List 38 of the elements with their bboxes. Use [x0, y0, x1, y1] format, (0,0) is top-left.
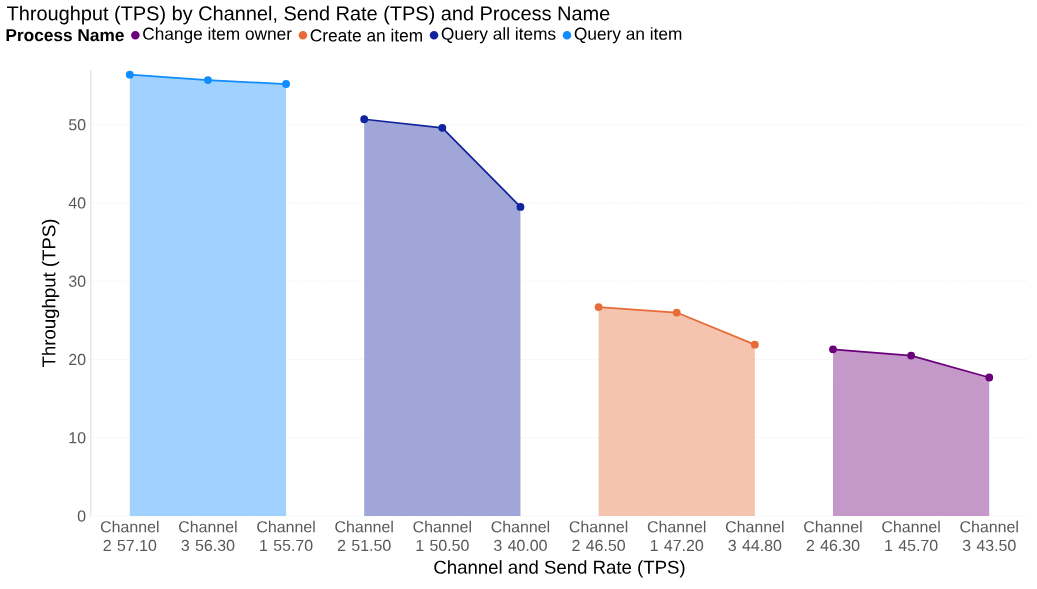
x-tick-label: Channel 3 44.80 [725, 520, 784, 552]
x-tick-label: Channel 2 51.50 [335, 520, 393, 552]
point [672, 308, 681, 317]
x-tick-label: Channel 1 50.50 [413, 520, 471, 552]
y-tick-label: 30 [68, 275, 86, 287]
legend-label: Query all items [441, 27, 556, 44]
x-axis-title: Channel and Send Rate (TPS) [434, 560, 685, 578]
point [594, 303, 603, 311]
point [438, 123, 447, 132]
x-tick-label: Channel 3 43.50 [960, 520, 1018, 552]
x-tick-label: Channel 3 40.00 [491, 520, 550, 552]
point [829, 345, 837, 354]
point [282, 80, 290, 88]
legend-label: Create an item [310, 28, 422, 42]
point [985, 373, 994, 382]
y-tick-label: 10 [69, 432, 86, 444]
x-tick-label: Channel 2 46.30 [804, 520, 862, 552]
point [516, 202, 525, 211]
legend-label: Change item owner [143, 27, 292, 44]
x-tick-label: Channel 2 57.10 [100, 520, 159, 552]
point [907, 351, 916, 360]
x-tick-label: Channel 2 46.50 [569, 520, 628, 552]
y-axis-title: Throughput (TPS) [41, 219, 60, 368]
legend-label: Query an item [574, 27, 682, 44]
x-tick-label: Channel 3 56.30 [179, 520, 237, 552]
y-tick-label: 40 [68, 197, 86, 209]
point [204, 76, 212, 85]
x-tick-label: Channel 1 55.70 [257, 520, 315, 552]
legend-title: Process Name [6, 29, 124, 42]
point [125, 70, 134, 79]
point [360, 115, 369, 124]
x-tick-label: Channel 1 47.20 [647, 520, 706, 552]
y-tick-label: 20 [69, 353, 86, 366]
x-tick-label: Channel 1 45.70 [882, 520, 940, 552]
y-tick-label: 50 [68, 119, 86, 131]
chart-title: Throughput (TPS) by Channel, Send Rate (TPS) and Process Name [7, 5, 610, 25]
y-tick-label: 0 [77, 510, 86, 522]
point [750, 340, 759, 349]
